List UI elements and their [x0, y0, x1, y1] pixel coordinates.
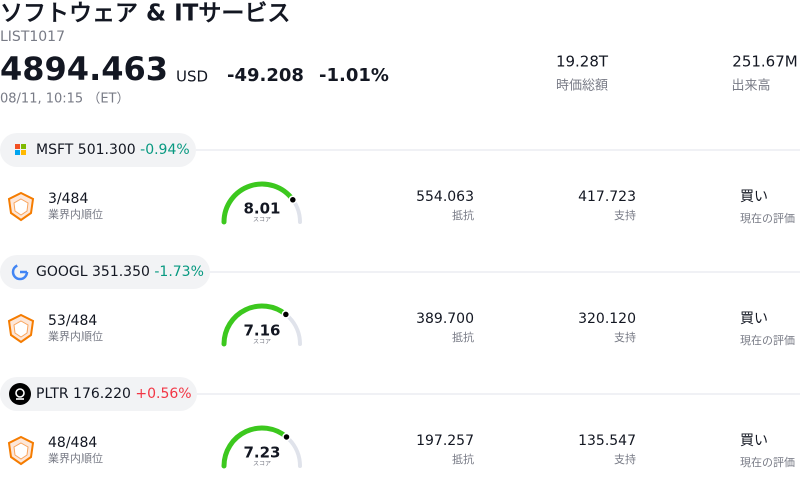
ticker: PLTR 176.220 +0.56% [36, 386, 192, 402]
ticker-symbol: PLTR [36, 386, 69, 402]
ticker-symbol: GOOGL [36, 264, 88, 280]
support-label: 支持 [614, 452, 636, 466]
resistance-label: 抵抗 [452, 330, 474, 344]
rating-label: 現在の評価 [740, 456, 795, 469]
change-pct: -1.01% [319, 65, 389, 86]
logo-square [15, 144, 20, 149]
score: 7.23 [243, 444, 280, 462]
logo-square [15, 150, 20, 155]
gauge-dot [281, 310, 291, 319]
support-label: 支持 [614, 208, 636, 222]
rating: 買い [740, 433, 768, 449]
price: 4894.463 [0, 50, 168, 88]
score-label: スコア [253, 339, 271, 346]
ticker-price: 176.220 [73, 386, 131, 402]
support: 135.547 [578, 433, 636, 449]
support: 417.723 [578, 189, 636, 205]
rank-label: 業界内順位 [48, 451, 103, 465]
volume-label: 出来高 [731, 78, 770, 94]
gauge-value [221, 303, 289, 347]
rank: 3/484 [48, 191, 88, 207]
rank-icon-inner [13, 442, 29, 460]
rank: 53/484 [48, 313, 97, 329]
stock-pill[interactable] [0, 133, 196, 167]
support-label: 支持 [614, 330, 636, 344]
resistance: 554.063 [416, 189, 474, 205]
ticker: GOOGL 351.350 -1.73% [36, 264, 204, 280]
rank-icon-inner [13, 198, 29, 216]
ticker-price: 351.350 [92, 264, 150, 280]
rank-icon-inner [13, 320, 29, 338]
logo-pltr [9, 383, 31, 405]
market-cap-label: 時価総額 [556, 79, 608, 94]
code: LIST1017 [0, 29, 65, 45]
rank: 48/484 [48, 435, 97, 451]
rating: 買い [740, 311, 768, 327]
change: -49.208 [227, 65, 304, 86]
ticker-change: -1.73% [154, 264, 204, 280]
title: ソフトウェア & ITサービス [0, 1, 290, 27]
ticker: MSFT 501.300 -0.94% [36, 142, 190, 158]
score: 8.01 [243, 200, 280, 218]
market-cap: 19.28T [556, 53, 609, 71]
rating-label: 現在の評価 [740, 334, 795, 347]
currency: USD [176, 68, 208, 86]
logo-square [21, 144, 26, 149]
score: 7.16 [243, 322, 280, 340]
gauge-dot [282, 432, 291, 442]
rank-label: 業界内順位 [48, 207, 103, 221]
rating-label: 現在の評価 [740, 212, 795, 225]
ticker-change: -0.94% [140, 142, 190, 158]
gauge-value [221, 181, 296, 225]
stock-pill[interactable] [0, 255, 210, 289]
score-label: スコア [253, 461, 271, 468]
score-label: スコア [253, 217, 271, 224]
gauge-dot [288, 195, 298, 205]
ticker-symbol: MSFT [36, 142, 74, 158]
timestamp: 08/11, 10:15 （ET） [0, 92, 129, 107]
ticker-change: +0.56% [135, 386, 191, 402]
rating: 買い [740, 189, 768, 205]
resistance-label: 抵抗 [452, 208, 474, 222]
resistance-label: 抵抗 [452, 452, 474, 466]
logo-square [21, 150, 26, 155]
support: 320.120 [578, 311, 636, 327]
resistance: 389.700 [416, 311, 474, 327]
volume: 251.67M [732, 53, 797, 71]
logo-pltr-ring [15, 388, 25, 398]
gauge-value [221, 425, 289, 469]
rank-label: 業界内順位 [48, 329, 103, 343]
stock-pill[interactable] [0, 377, 197, 411]
ticker-price: 501.300 [78, 142, 136, 158]
resistance: 197.257 [416, 433, 474, 449]
